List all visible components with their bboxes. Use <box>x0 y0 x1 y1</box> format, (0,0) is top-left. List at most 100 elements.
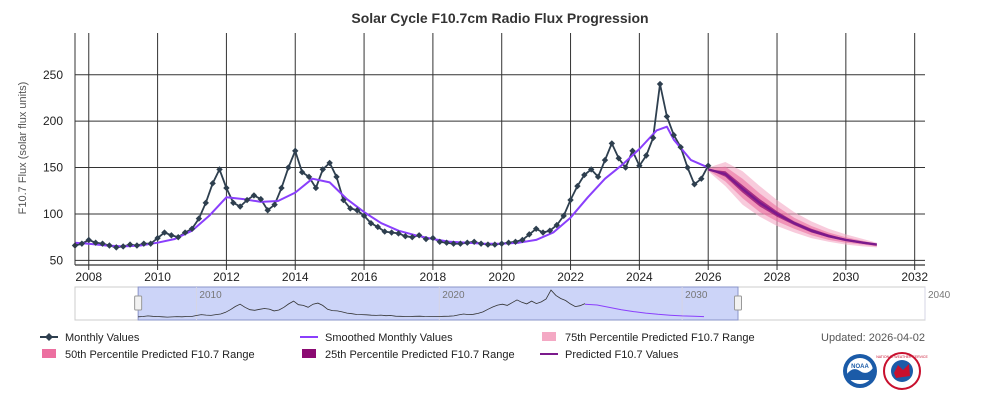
monthly-value-marker <box>532 225 540 233</box>
x-tick-label-2020: 2020 <box>488 270 515 284</box>
legend-item-3[interactable]: 75th Percentile Predicted F10.7 Range <box>542 332 755 344</box>
monthly-values-line <box>74 83 709 249</box>
navigator-left-handle[interactable] <box>134 295 143 311</box>
monthly-value-marker <box>223 184 230 192</box>
monthly-value-marker <box>484 241 492 248</box>
monthly-value-marker <box>470 238 478 245</box>
navigator-right-handle[interactable] <box>734 295 742 311</box>
legend-label: Monthly Values <box>65 332 140 344</box>
monthly-value-marker <box>243 196 251 204</box>
monthly-markers <box>71 80 712 251</box>
legend-swatch-box <box>542 332 556 341</box>
prediction-ranges <box>708 162 877 248</box>
monthly-value-marker <box>353 207 361 214</box>
legend-item-4[interactable]: 50th Percentile Predicted F10.7 Range <box>42 349 255 361</box>
monthly-value-marker <box>264 207 271 214</box>
monthly-value-marker <box>615 155 622 162</box>
monthly-value-marker <box>429 234 437 242</box>
monthly-value-marker <box>622 164 629 171</box>
x-tick-label-2012: 2012 <box>213 270 240 284</box>
legend-item-1[interactable]: Monthly Values <box>40 332 140 344</box>
svg-text:NOAA: NOAA <box>851 364 869 370</box>
navigator-label-2030: 2030 <box>685 290 708 301</box>
monthly-value-marker <box>546 227 554 234</box>
legend-item-5[interactable]: 25th Percentile Predicted F10.7 Range <box>302 349 515 361</box>
predicted-values-line <box>707 168 877 246</box>
svg-text:NATIONAL WEATHER SERVICE: NATIONAL WEATHER SERVICE <box>876 355 928 359</box>
monthly-value-marker <box>216 166 223 173</box>
monthly-value-marker <box>553 221 560 229</box>
monthly-value-marker <box>106 242 113 249</box>
monthly-value-marker <box>643 152 650 159</box>
legend-label: Smoothed Monthly Values <box>325 332 453 344</box>
updated-timestamp: Updated: 2026-04-02 <box>821 332 925 344</box>
monthly-value-marker <box>594 173 602 181</box>
noaa-logo: NOAA <box>843 354 877 388</box>
y-tick-label-150: 150 <box>43 161 63 175</box>
legend-item-6[interactable]: Predicted F10.7 Values <box>540 349 679 361</box>
monthly-value-marker <box>684 164 691 171</box>
monthly-value-marker <box>175 233 182 241</box>
monthly-value-marker <box>601 156 609 164</box>
monthly-value-marker <box>271 201 278 208</box>
axes: 2008 2010 2012 2014 2016 2018 2020 2022 2024 2026… <box>43 33 928 284</box>
y-axis-label: F10.7 Flux (solar flux units) <box>17 82 29 215</box>
monthly-value-marker <box>119 243 127 250</box>
monthly-value-marker <box>140 240 148 247</box>
legend-item-2[interactable]: Smoothed Monthly Values <box>300 332 453 344</box>
navigator-monthly-line <box>138 289 586 318</box>
monthly-value-marker <box>319 166 326 173</box>
monthly-value-marker <box>85 236 92 244</box>
navigator-label-2020: 2020 <box>442 290 465 301</box>
monthly-value-marker <box>367 220 375 227</box>
monthly-value-marker <box>539 229 547 236</box>
monthly-value-marker <box>209 180 216 187</box>
monthly-value-marker <box>636 162 643 169</box>
monthly-value-marker <box>464 239 471 246</box>
monthly-value-marker <box>374 223 382 231</box>
monthly-value-marker <box>126 241 134 248</box>
monthly-value-marker <box>409 233 416 241</box>
monthly-value-marker <box>526 231 533 238</box>
monthly-value-marker <box>133 242 141 249</box>
legend-swatch-box <box>302 349 316 358</box>
monthly-value-marker <box>113 244 120 251</box>
monthly-value-marker <box>505 239 512 246</box>
range-navigator[interactable]: 2010 2020 2030 2040 <box>74 286 951 321</box>
monthly-value-marker <box>656 80 664 88</box>
monthly-value-marker <box>360 212 368 220</box>
x-tick-label-2008: 2008 <box>75 270 102 284</box>
monthly-value-marker <box>181 229 189 236</box>
monthly-value-marker <box>422 235 430 243</box>
x-tick-label-2018: 2018 <box>420 270 447 284</box>
monthly-value-marker <box>691 181 698 188</box>
monthly-value-marker <box>519 236 526 244</box>
monthly-value-marker <box>340 196 347 204</box>
legend-swatch-marker <box>45 333 53 341</box>
monthly-value-marker <box>450 240 457 247</box>
y-tick-label-200: 200 <box>43 114 63 128</box>
legend-label: Predicted F10.7 Values <box>565 349 679 361</box>
monthly-value-marker <box>567 196 574 204</box>
monthly-value-marker <box>298 169 306 176</box>
monthly-value-marker <box>78 240 86 247</box>
navigator-selected-window[interactable] <box>137 286 739 321</box>
legend-label: 25th Percentile Predicted F10.7 Range <box>325 349 515 361</box>
x-tick-label-2014: 2014 <box>282 270 309 284</box>
monthly-value-marker <box>395 230 402 237</box>
monthly-value-marker <box>381 228 388 235</box>
monthly-value-marker <box>292 147 299 155</box>
legend: Monthly Values Smoothed Monthly Values 75t… <box>40 332 755 361</box>
monthly-value-marker <box>402 233 409 240</box>
monthly-value-marker <box>498 240 505 247</box>
monthly-value-marker <box>236 203 244 210</box>
monthly-value-marker <box>443 239 450 246</box>
chart-title: Solar Cycle F10.7cm Radio Flux Progressi… <box>351 10 648 26</box>
monthly-value-marker <box>491 241 499 248</box>
range-band-50th-percentile <box>708 166 877 247</box>
monthly-value-marker <box>698 175 705 182</box>
monthly-value-marker <box>649 134 657 142</box>
y-tick-label-250: 250 <box>43 68 63 82</box>
monthly-value-marker <box>168 232 175 239</box>
